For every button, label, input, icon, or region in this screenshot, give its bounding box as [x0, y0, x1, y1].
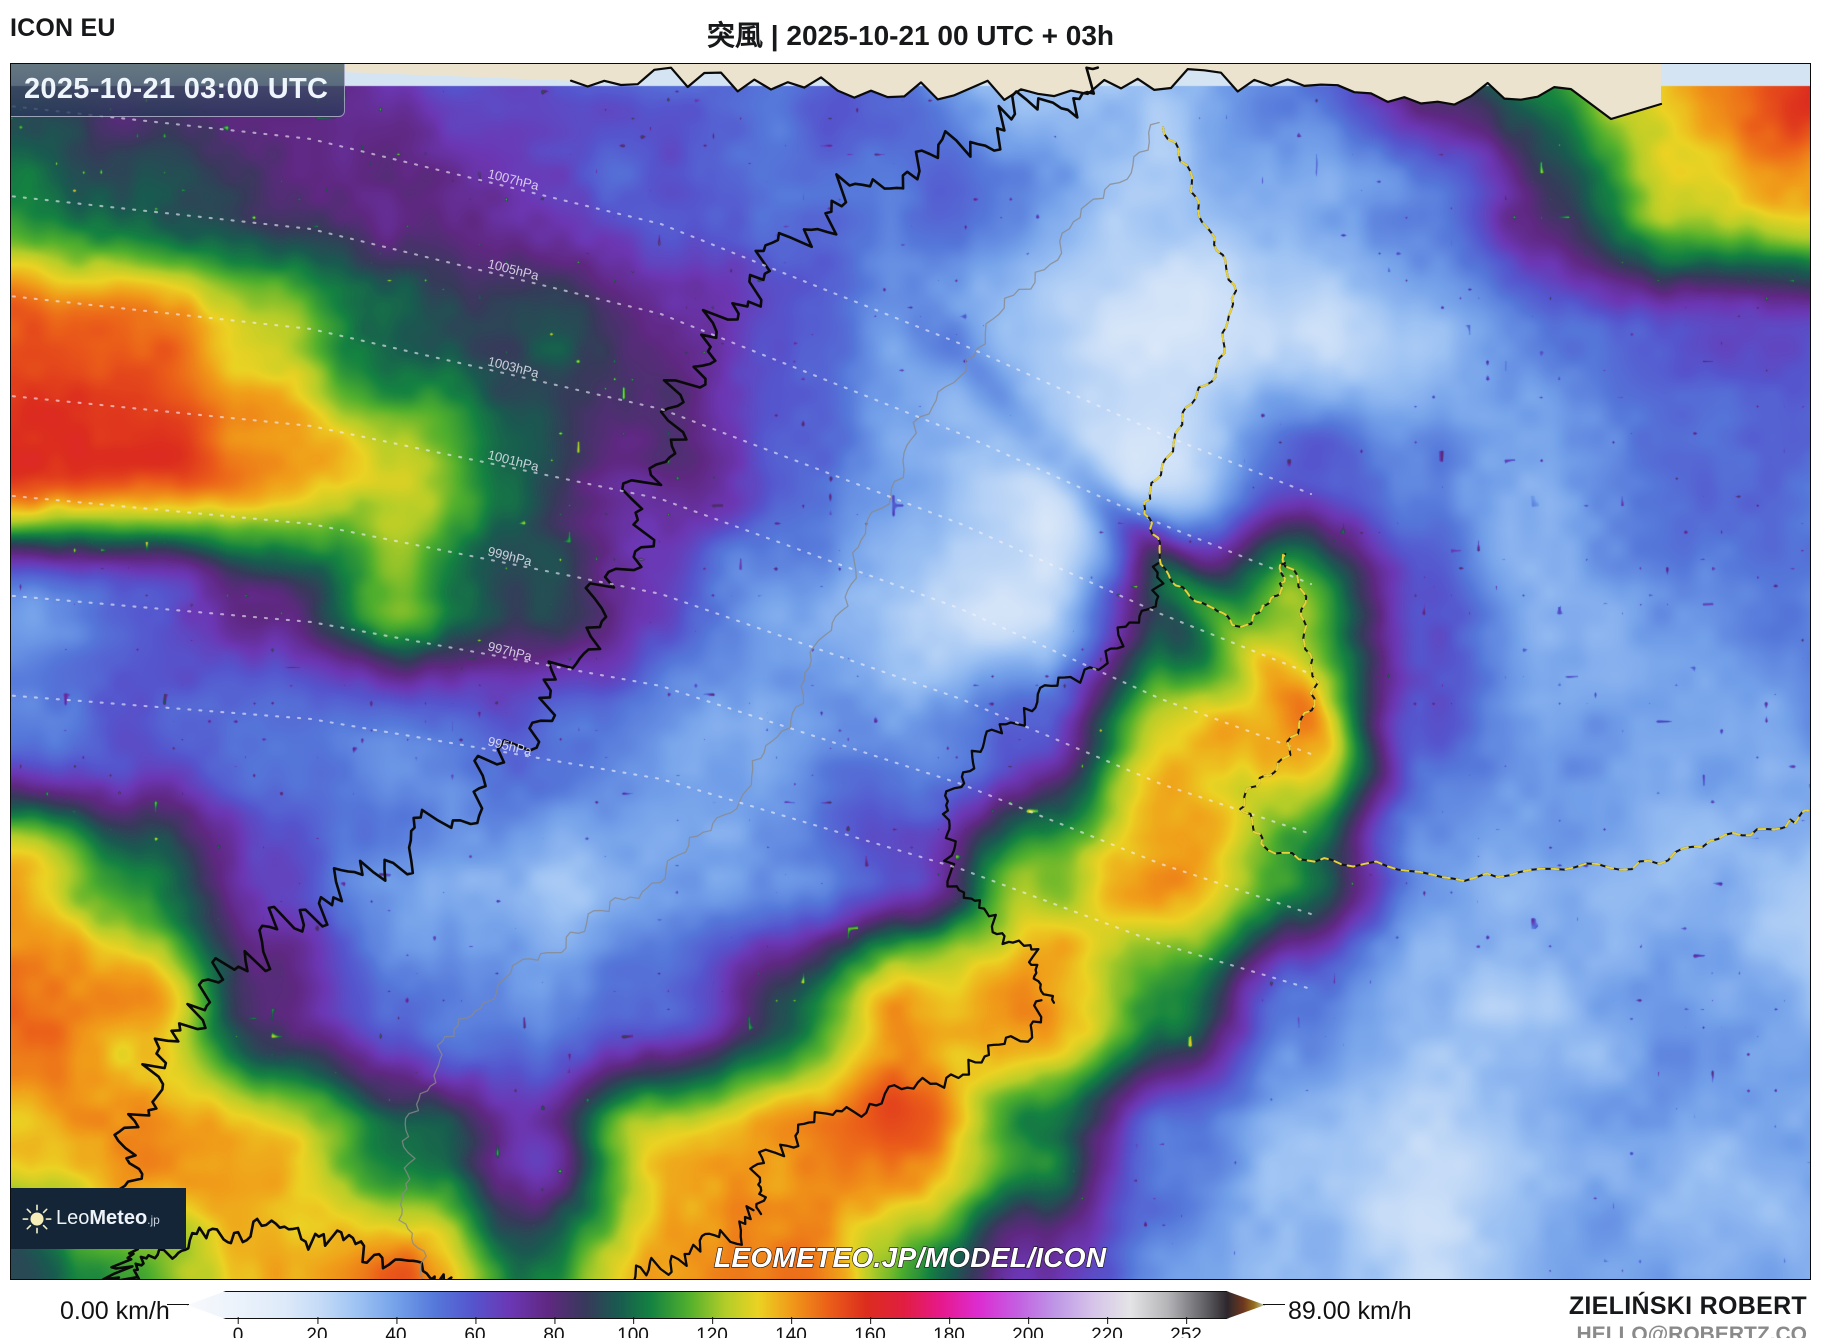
svg-text:1005hPa: 1005hPa: [486, 256, 541, 283]
svg-text:1001hPa: 1001hPa: [486, 447, 541, 474]
svg-text:999hPa: 999hPa: [486, 543, 534, 569]
svg-text:1007hPa: 1007hPa: [486, 166, 541, 193]
svg-text:995hPa: 995hPa: [486, 733, 534, 759]
svg-text:997hPa: 997hPa: [486, 638, 534, 664]
svg-text:1003hPa: 1003hPa: [486, 353, 541, 380]
